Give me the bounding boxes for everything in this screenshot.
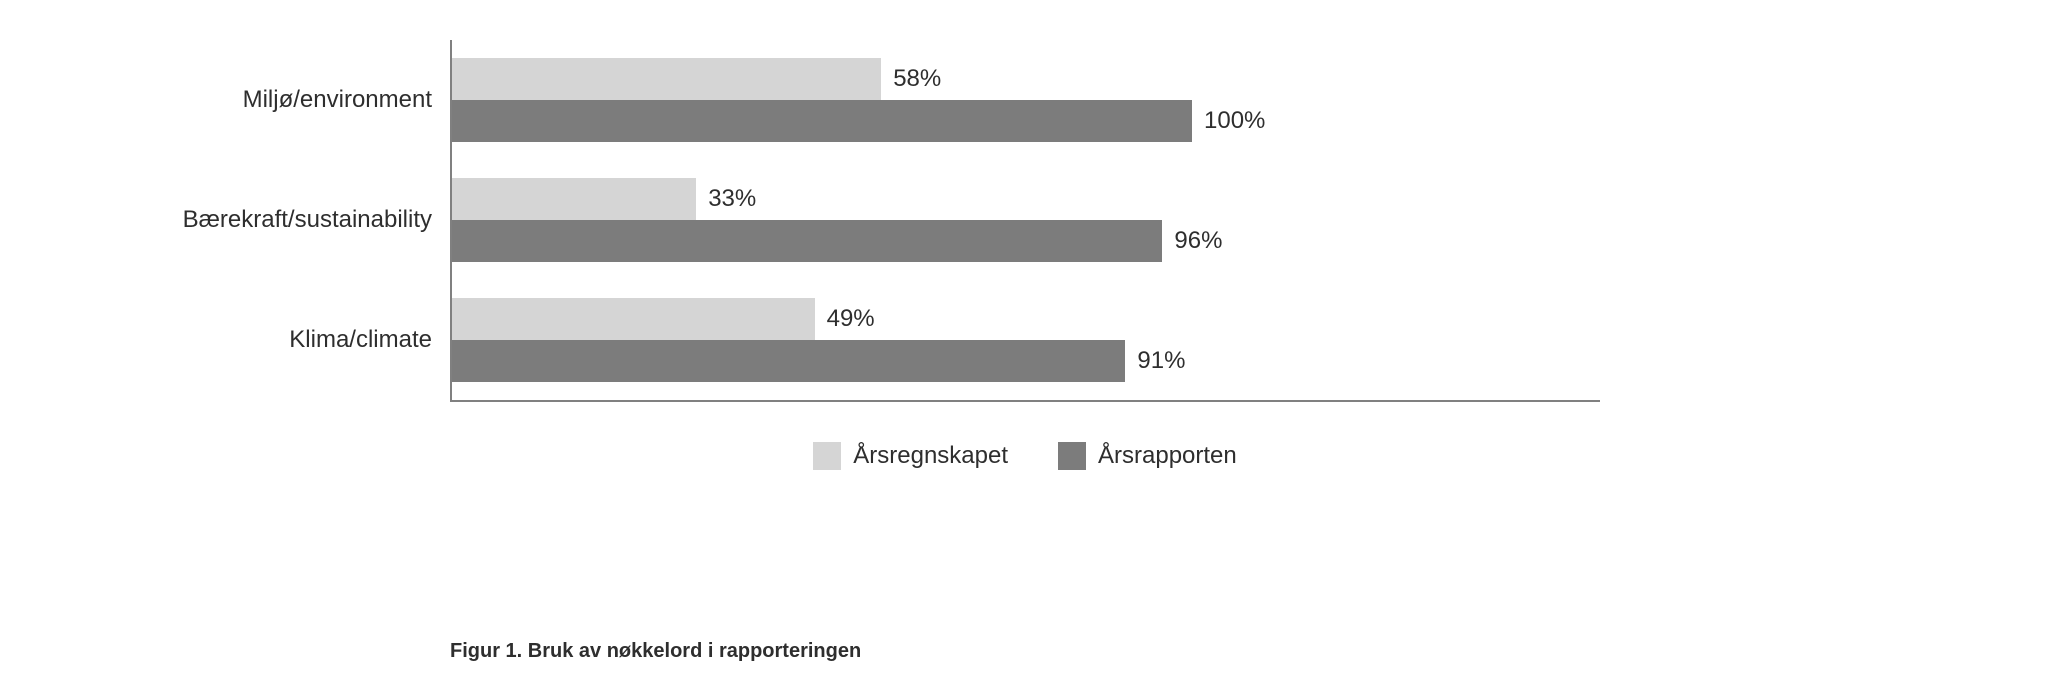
bar-value-label: 96% [1174,227,1222,255]
legend-swatch [1058,442,1086,470]
bar-value-label: 58% [893,65,941,93]
bar-group: Klima/climate49%91% [452,280,1600,400]
bar-row: 49% [452,298,1600,340]
bar-row: 91% [452,340,1600,382]
legend-item: Årsregnskapet [813,442,1008,470]
bar-value-label: 100% [1204,107,1265,135]
bar-row: 58% [452,58,1600,100]
bar [452,100,1192,142]
plot-area: Miljø/environment58%100%Bærekraft/sustai… [450,40,1600,402]
bar-group: Miljø/environment58%100% [452,40,1600,160]
bar [452,340,1125,382]
bar-value-label: 33% [708,185,756,213]
legend-item: Årsrapporten [1058,442,1237,470]
bar [452,298,815,340]
bar-row: 33% [452,178,1600,220]
bar [452,220,1162,262]
bar-group: Bærekraft/sustainability33%96% [452,160,1600,280]
legend: Årsregnskapet Årsrapporten [450,442,1600,470]
figure-caption: Figur 1. Bruk av nøkkelord i rapporterin… [450,640,861,663]
bar [452,178,696,220]
bar-row: 100% [452,100,1600,142]
bar-value-label: 49% [827,305,875,333]
bar-row: 96% [452,220,1600,262]
chart-area: Miljø/environment58%100%Bærekraft/sustai… [450,40,1600,470]
bar-value-label: 91% [1137,347,1185,375]
legend-label: Årsregnskapet [853,442,1008,470]
category-label: Klima/climate [289,326,432,354]
legend-swatch [813,442,841,470]
category-label: Miljø/environment [243,86,432,114]
legend-label: Årsrapporten [1098,442,1237,470]
bar [452,58,881,100]
category-label: Bærekraft/sustainability [183,206,432,234]
